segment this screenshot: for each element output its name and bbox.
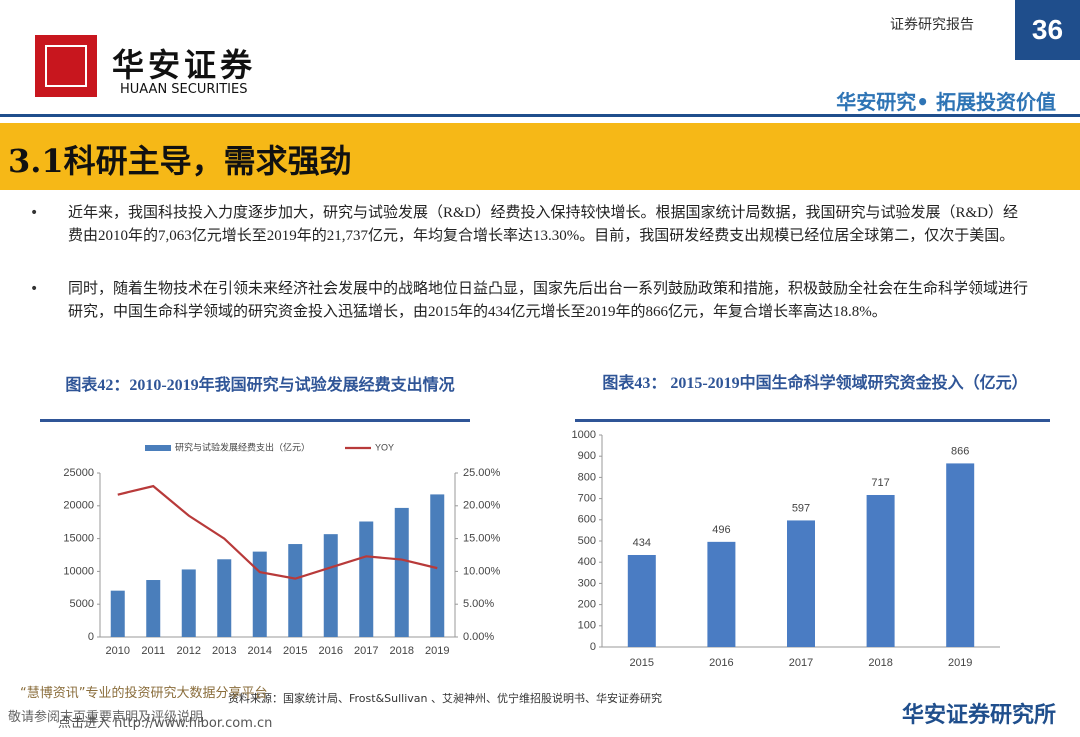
brand-en: HUAAN SECURITIES	[120, 82, 248, 97]
watermark: “慧博资讯”专业的投资研究大数据分享平台	[20, 686, 268, 701]
x-tick-label: 2019	[425, 645, 449, 657]
legend-label: YOY	[375, 442, 394, 452]
page-box	[1015, 0, 1080, 60]
brand: 华安证券	[112, 46, 257, 84]
x-tick-label: 2015	[630, 657, 654, 669]
bar	[110, 590, 125, 637]
bar	[394, 507, 409, 637]
section-title: 3.1科研主导，需求强劲	[8, 142, 352, 180]
y2-tick-label: 25.00%	[463, 467, 501, 479]
x-tick-label: 2018	[390, 645, 414, 657]
x-tick-label: 2018	[868, 657, 892, 669]
y2-tick-label: 20.00%	[463, 500, 501, 512]
legend-label: 研究与试验发展经费支出（亿元）	[175, 441, 310, 452]
bar	[217, 559, 232, 637]
y2-tick-label: 15.00%	[463, 533, 501, 545]
bar	[627, 554, 656, 647]
bar	[323, 534, 338, 637]
chart-title: 图表42：2010-2019年我国研究与试验发展经费支出情况	[65, 377, 455, 394]
data-label: 866	[951, 445, 969, 457]
bar	[146, 580, 161, 637]
y-tick-label: 200	[578, 599, 596, 611]
y-tick-label: 20000	[63, 500, 94, 512]
x-tick-label: 2010	[106, 645, 130, 657]
chart: 0 100 200 300 400 500 600 700 800 900 1000 434 2015 4…	[572, 429, 1000, 669]
source: 资料来源：国家统计局、Frost&Sullivan 、艾昶神州、优宁维招股说明书…	[228, 692, 662, 705]
data-label: 717	[871, 477, 889, 489]
x-tick-label: 2017	[354, 645, 378, 657]
y2-tick-label: 10.00%	[463, 565, 501, 577]
bar	[707, 541, 736, 647]
x-tick-label: 2012	[177, 645, 201, 657]
y-tick-label: 25000	[63, 467, 94, 479]
y-tick-label: 300	[578, 577, 596, 589]
y-tick-label: 0	[88, 631, 94, 643]
x-tick-label: 2017	[789, 657, 813, 669]
data-label: 496	[712, 524, 730, 536]
bar	[787, 520, 815, 647]
section-band	[0, 123, 1080, 190]
y-tick-label: 0	[590, 641, 596, 653]
title-rule	[575, 419, 1050, 422]
bar	[181, 569, 196, 637]
legend-swatch	[145, 445, 171, 451]
watermark: 点击进入 http://www.hibor.com.cn	[58, 716, 273, 731]
x-tick-label: 2016	[319, 645, 343, 657]
y2-tick-label: 5.00%	[463, 598, 494, 610]
institute: 华安证券研究所	[901, 703, 1056, 728]
x-tick-label: 2011	[141, 645, 165, 657]
watermark: 敬请参阅末页重要声明及评级说明	[8, 710, 204, 725]
header-rule	[0, 114, 1080, 117]
logo-inner	[45, 45, 87, 87]
bar	[430, 494, 445, 637]
bar	[288, 544, 303, 637]
x-tick-label: 2014	[248, 645, 272, 657]
line	[117, 484, 438, 580]
bar	[946, 463, 975, 647]
bullet-dot: •	[30, 281, 39, 297]
y-tick-label: 1000	[572, 429, 596, 441]
bar	[359, 521, 374, 637]
report-type: 证券研究报告	[890, 17, 974, 33]
y-tick-label: 400	[578, 556, 596, 568]
y-tick-label: 100	[578, 620, 596, 632]
y2-tick-label: 0.00%	[463, 631, 494, 643]
y-tick-label: 15000	[63, 533, 94, 545]
x-tick-label: 2013	[212, 645, 236, 657]
y-tick-label: 5000	[70, 598, 94, 610]
data-label: 434	[633, 537, 651, 549]
chart: 0 5000 10000 15000 20000 25000 0.00% 5.00% 10.00…	[63, 441, 501, 657]
y-tick-label: 800	[578, 471, 596, 483]
y-tick-label: 10000	[63, 565, 94, 577]
data-label: 597	[792, 502, 810, 514]
x-tick-label: 2019	[948, 657, 972, 669]
title-rule	[40, 419, 470, 422]
y-tick-label: 700	[578, 493, 596, 505]
y-tick-label: 600	[578, 514, 596, 526]
bar	[866, 494, 895, 647]
chart-title: 图表43： 2015-2019中国生命科学领域研究资金投入（亿元）	[602, 375, 1028, 392]
x-tick-label: 2016	[709, 657, 733, 669]
bar	[252, 551, 267, 637]
bullet: 近年来，我国科技投入力度逐步加大，研究与试验发展（R&D）经费投入保持较快增长。…	[68, 205, 1019, 244]
bullet-dot: •	[30, 205, 39, 221]
bullet: 同时，随着生物技术在引领未来经济社会发展中的战略地位日益凸显，国家先后出台一系列…	[68, 281, 1029, 320]
page-number: 36	[1031, 14, 1064, 45]
slogan: 华安研究• 拓展投资价值	[836, 90, 1056, 114]
y-tick-label: 500	[578, 535, 596, 547]
x-tick-label: 2015	[283, 645, 307, 657]
y-tick-label: 900	[578, 450, 596, 462]
